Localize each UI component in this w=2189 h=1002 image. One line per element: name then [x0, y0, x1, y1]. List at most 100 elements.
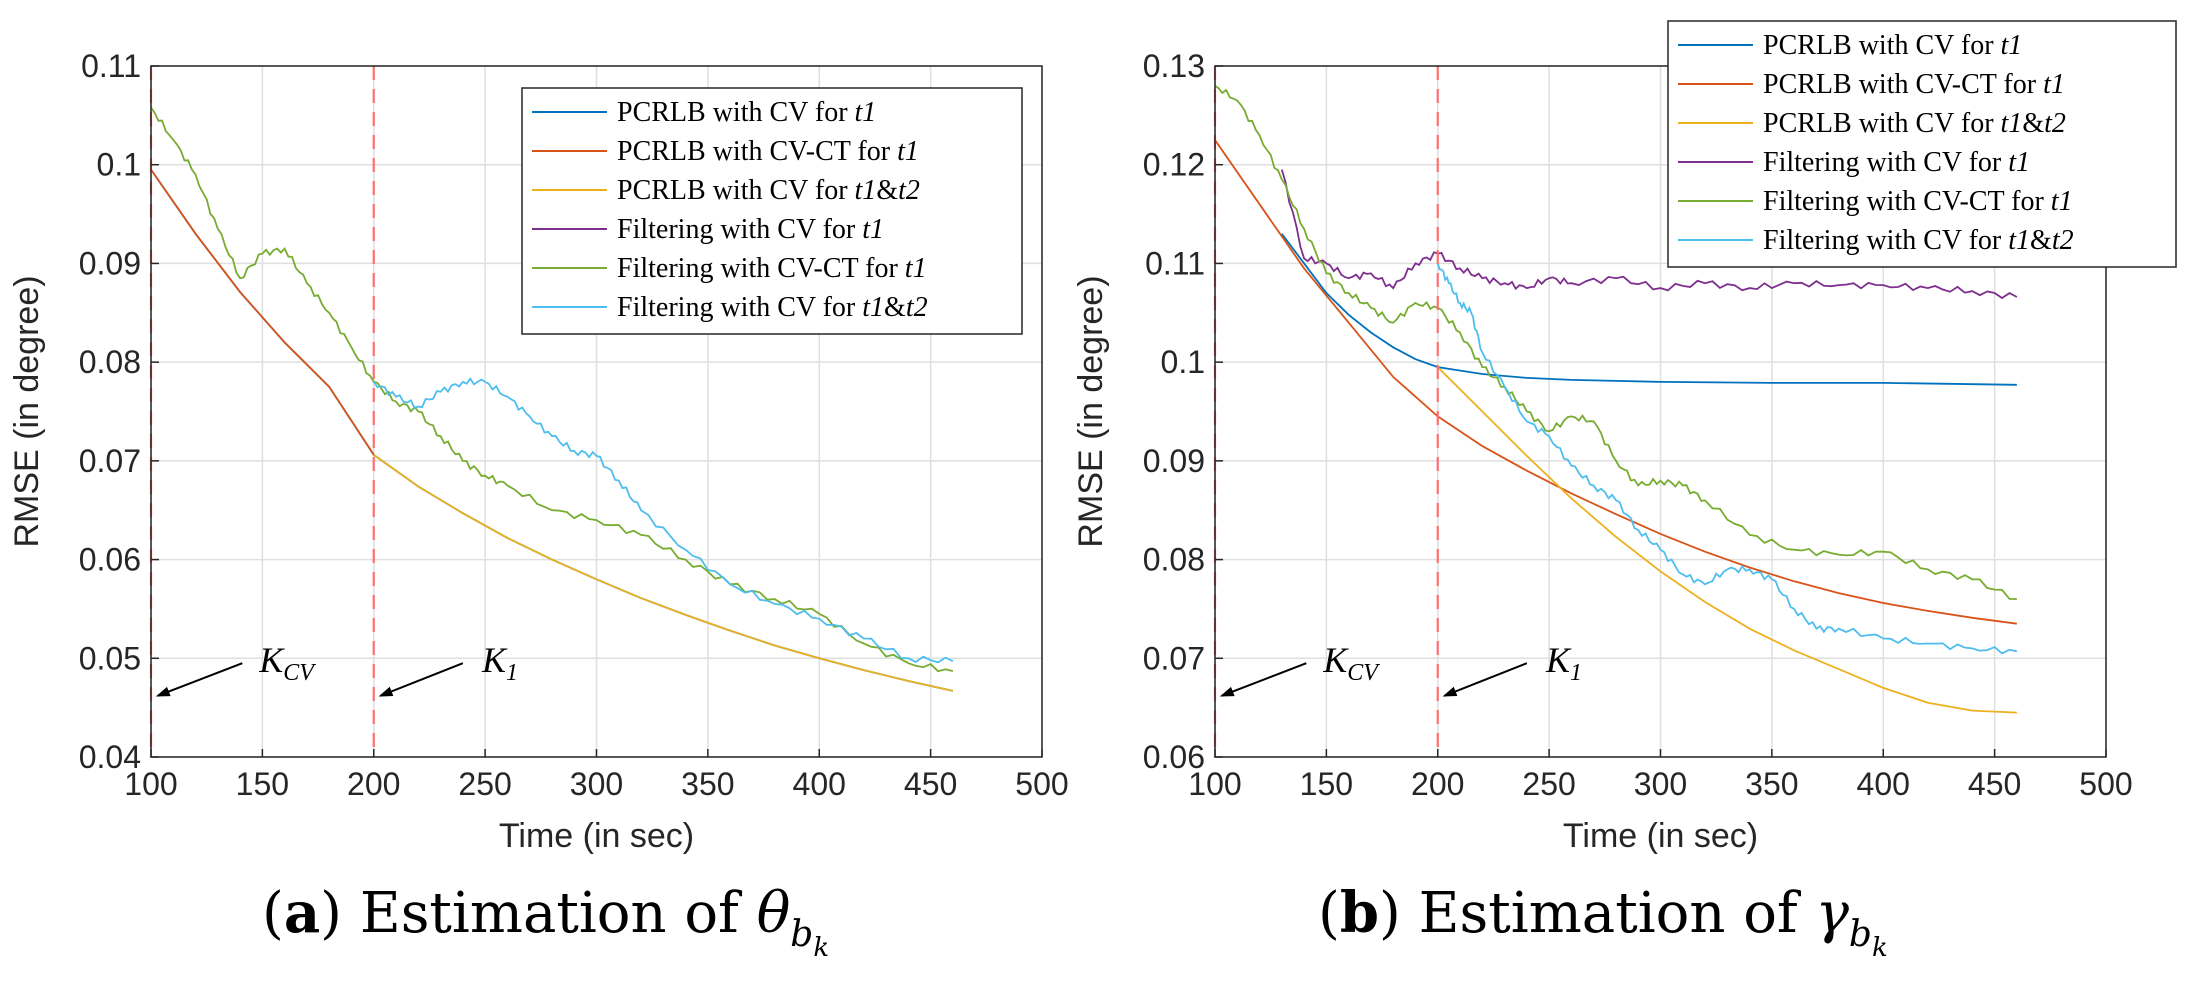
legend-entry-text: Filtering with CV for: [1763, 225, 2008, 256]
y-tick-label: 0.1: [97, 147, 141, 183]
legend-entry-text: PCRLB with CV for: [617, 97, 855, 128]
caption-a: (a) Estimation of θbk: [262, 880, 829, 963]
annotation-label: K1: [1545, 640, 1582, 686]
legend-entry-var: t2: [2052, 225, 2074, 256]
legend-entry-text: Filtering with CV-CT for: [1763, 186, 2051, 217]
caption-sub: b: [1849, 914, 1872, 955]
caption-text: Estimation of: [360, 881, 757, 946]
legend-entry-var: t1: [2008, 147, 2030, 178]
legend-box: [1667, 20, 2177, 268]
legend-entry-var: t1: [2051, 186, 2073, 217]
x-tick-label: 200: [347, 766, 400, 802]
caption-sub: b: [790, 914, 813, 955]
chart-b: 100 150 200 250 300 350 400 450 500 0.06 0.07 0.08 0…: [1072, 20, 2177, 963]
y-tick-label: 0.07: [1143, 640, 1205, 676]
x-tick-label: 100: [124, 766, 177, 802]
caption-paren: ): [320, 881, 360, 946]
caption-paren: ): [1379, 881, 1419, 946]
legend-entry-var: t1: [855, 97, 877, 128]
x-tick-label: 500: [1015, 766, 1068, 802]
series-line-1: [151, 169, 375, 456]
x-tick-label: 150: [236, 766, 289, 802]
x-axis-label: Time (in sec): [1563, 817, 1758, 855]
legend-entry-var: &: [2022, 108, 2044, 139]
y-tick-label: 0.04: [79, 739, 141, 775]
caption-paren: (: [262, 881, 284, 946]
caption-b: (b) Estimation of γbk: [1318, 880, 1888, 963]
x-tick-label: 500: [2079, 766, 2132, 802]
y-tick-label: 0.12: [1143, 147, 1205, 183]
y-tick-label: 0.07: [79, 443, 141, 479]
x-tick-label: 300: [570, 766, 623, 802]
x-tick-label: 450: [904, 766, 957, 802]
annotation-sub: CV: [1347, 660, 1380, 686]
x-tick-label: 150: [1300, 766, 1353, 802]
annotation-main: K: [1322, 640, 1349, 680]
annotation-sub: 1: [1570, 660, 1582, 686]
series-line-1: [1215, 139, 2018, 625]
legend-entry-text: PCRLB with CV-CT for: [617, 136, 897, 167]
annotation-label: KCV: [1322, 640, 1380, 686]
y-tick-label: 0.13: [1143, 48, 1205, 84]
annotation-main: K: [481, 640, 508, 680]
legend-entry-var: &: [876, 175, 898, 206]
legend-entry-0: PCRLB with CV for t1: [617, 97, 876, 128]
annotation-main: K: [1545, 640, 1572, 680]
legend-entry-5: Filtering with CV for t1&t2: [617, 292, 928, 323]
x-tick-label: 100: [1188, 766, 1241, 802]
caption-letter: b: [1340, 880, 1379, 946]
y-tick-label: 0.06: [79, 542, 141, 578]
y-tick-label: 0.06: [1143, 739, 1205, 775]
legend-entry-var: t1: [2043, 69, 2065, 100]
legend-entry-3: Filtering with CV for t1: [617, 214, 884, 245]
y-tick-label: 0.11: [81, 48, 141, 84]
caption-text: Estimation of: [1419, 881, 1816, 946]
annotation-label: KCV: [258, 640, 316, 686]
x-tick-label: 400: [1857, 766, 1910, 802]
y-axis-label: RMSE (in degree): [8, 275, 46, 547]
y-tick-label: 0.08: [1143, 542, 1205, 578]
y-tick-label: 0.1: [1161, 344, 1205, 380]
y-tick-label: 0.05: [79, 640, 141, 676]
y-axis-label: RMSE (in degree): [1072, 275, 1110, 547]
legend-entry-text: Filtering with CV for: [1763, 147, 2008, 178]
legend-entry-var: &: [884, 292, 906, 323]
x-tick-label: 250: [1522, 766, 1575, 802]
y-tick-label: 0.11: [1145, 245, 1205, 281]
series-line-2: [1437, 366, 2017, 714]
x-tick-label: 400: [793, 766, 846, 802]
legend-entry-text: PCRLB with CV for: [1763, 108, 2001, 139]
series-line-4: [151, 106, 954, 673]
series-line-0: [1281, 233, 2017, 386]
caption-subsub: k: [1872, 933, 1888, 963]
series-group: [151, 106, 954, 692]
legend-entry-var: t2: [906, 292, 928, 323]
legend-entry-text: Filtering with CV for: [617, 214, 862, 245]
legend-box: [521, 87, 1023, 335]
legend-entry-var: t2: [2044, 108, 2066, 139]
legend-entry-2: PCRLB with CV for t1&t2: [617, 175, 920, 206]
legend-entry-text: Filtering with CV for: [617, 292, 862, 323]
x-tick-label: 300: [1634, 766, 1687, 802]
y-tick-label: 0.09: [1143, 443, 1205, 479]
chart-a: 100 150 200 250 300 350 400 450 500 0.04 0.05 0.06 0…: [8, 48, 1069, 963]
annotation-arrow: [378, 662, 464, 697]
x-tick-label: 250: [458, 766, 511, 802]
x-tick-label: 450: [1968, 766, 2021, 802]
legend-entry-text: PCRLB with CV for: [1763, 30, 2001, 61]
legend-entry-5: Filtering with CV for t1&t2: [1763, 225, 2074, 256]
caption-symbol: θ: [757, 881, 791, 946]
annotation-sub: CV: [283, 660, 316, 686]
legend-entry-4: Filtering with CV-CT for t1: [617, 253, 927, 284]
annotation-arrow: [155, 662, 243, 697]
legend-entry-text: Filtering with CV-CT for: [617, 253, 905, 284]
x-tick-label: 200: [1411, 766, 1464, 802]
legend-entry-var: &: [2030, 225, 2052, 256]
y-tick-label: 0.08: [79, 344, 141, 380]
legend-entry-2: PCRLB with CV for t1&t2: [1763, 108, 2066, 139]
legend-entry-var: t1: [855, 175, 877, 206]
series-line-5: [1436, 263, 2018, 655]
legend-entry-var: t1: [862, 214, 884, 245]
series-line-5: [373, 377, 954, 664]
